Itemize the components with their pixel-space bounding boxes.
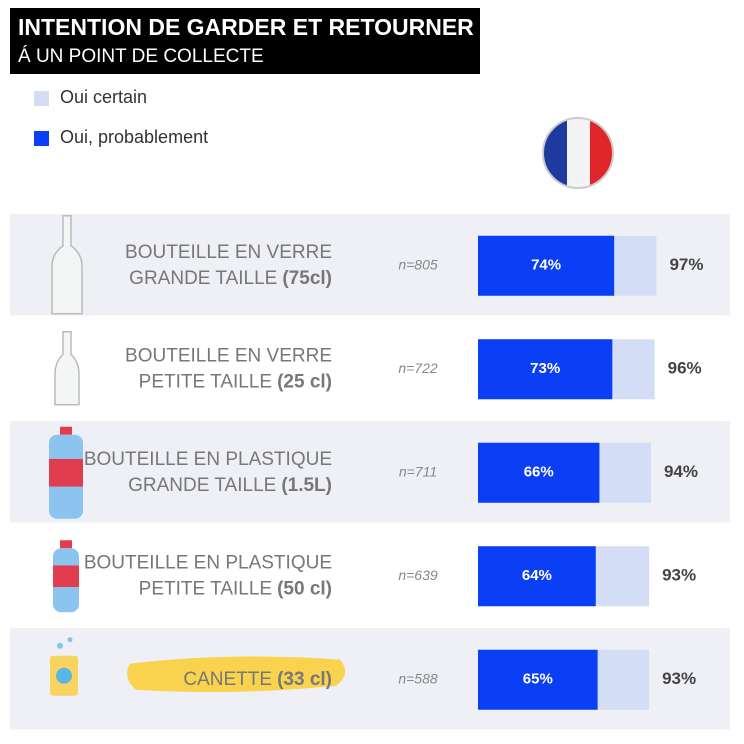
category-label: BOUTEILLE EN PLASTIQUE: [84, 552, 332, 573]
category-label-line: PETITE TAILLE: [139, 371, 272, 392]
sample-size: n=639: [398, 567, 438, 583]
total-value-label: 96%: [668, 359, 702, 378]
flag: [542, 117, 614, 189]
bar: [478, 546, 596, 607]
row-icon: [51, 215, 83, 315]
legend-label: Oui certain: [60, 87, 147, 107]
total-value-label: 93%: [662, 669, 696, 688]
can-logo: [56, 667, 72, 684]
sample-size: n=588: [398, 670, 438, 686]
label-icon: [49, 458, 83, 487]
category-size: (50 cl): [277, 578, 332, 599]
legend-swatch: [34, 91, 49, 106]
chart-subtitle: Á UN POINT DE COLLECTE: [18, 46, 264, 67]
total-value-label: 97%: [669, 255, 703, 274]
bar-value-label: 66%: [524, 464, 554, 481]
category-label: PETITE TAILLE (25 cl): [139, 371, 332, 392]
sample-size: n=711: [399, 463, 437, 479]
bottle-icon: [54, 331, 80, 406]
chart-title: INTENTION DE GARDER ET RETOURNER: [18, 14, 474, 40]
row-icon: [54, 331, 80, 406]
category-label-line: CANETTE: [183, 669, 272, 690]
row-icon: [50, 637, 78, 696]
bar-value-label: 74%: [531, 257, 561, 274]
row-icon: [53, 540, 79, 613]
legend-swatch: [34, 131, 49, 146]
bar: [478, 442, 600, 503]
legend-label: Oui, probablement: [60, 127, 208, 147]
cap-icon: [60, 540, 72, 549]
cap-icon: [60, 426, 72, 435]
category-label: GRANDE TAILLE (75cl): [129, 268, 332, 289]
sample-size: n=805: [398, 256, 438, 272]
bar: [478, 649, 598, 710]
bar-value-label: 73%: [530, 360, 560, 377]
highlight: [127, 656, 346, 692]
category-size: (25 cl): [277, 371, 332, 392]
bar-value-label: 65%: [523, 671, 553, 688]
total-value-label: 94%: [664, 462, 698, 481]
sample-size: n=722: [398, 360, 438, 376]
bubble-icon: [57, 642, 63, 649]
category-label-line: PETITE TAILLE: [139, 578, 272, 599]
category-label: BOUTEILLE EN VERRE: [125, 242, 332, 263]
category-size: (33 cl): [277, 669, 332, 690]
category-label: GRANDE TAILLE (1.5L): [128, 475, 332, 496]
category-label-line: GRANDE TAILLE: [128, 475, 276, 496]
label-icon: [53, 565, 79, 588]
category-size: (75cl): [282, 268, 332, 289]
category-label: BOUTEILLE EN PLASTIQUE: [84, 449, 332, 470]
bar: [478, 339, 613, 400]
category-size: (1.5L): [281, 475, 332, 496]
bar-value-label: 64%: [522, 567, 552, 584]
bar: [478, 235, 615, 296]
bottle-icon: [51, 215, 83, 315]
bubble-icon: [67, 637, 73, 643]
category-label: CANETTE (33 cl): [183, 669, 332, 690]
title-box: [10, 8, 480, 74]
category-label-line: GRANDE TAILLE: [129, 268, 277, 289]
row-icon: [49, 426, 83, 519]
category-label: PETITE TAILLE (50 cl): [139, 578, 332, 599]
category-label: BOUTEILLE EN VERRE: [125, 345, 332, 366]
total-value-label: 93%: [662, 566, 696, 585]
